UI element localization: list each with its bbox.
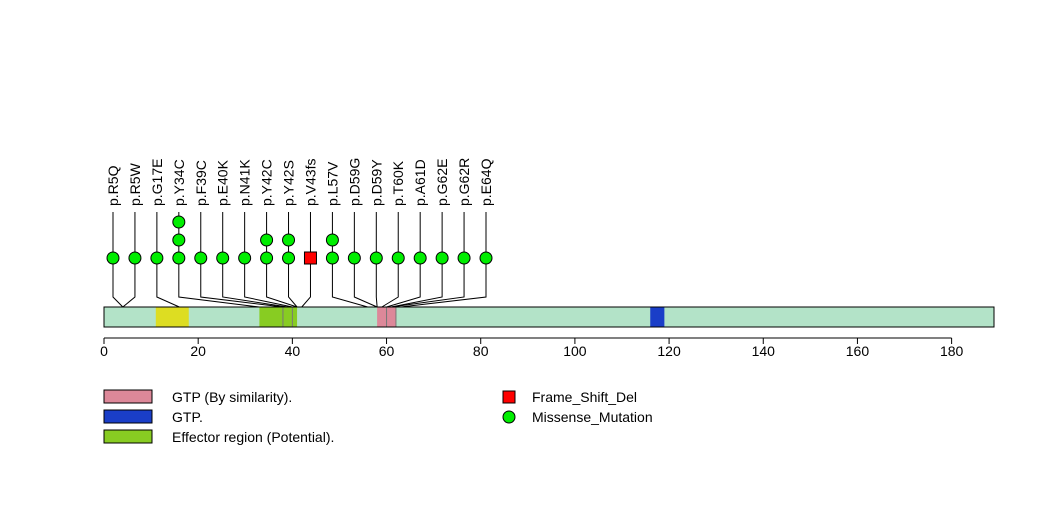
legend-marker-1 (502, 410, 516, 424)
legend-label-0: GTP (By similarity). (172, 389, 292, 405)
x-tick-label-180: 180 (940, 343, 964, 359)
mutation-label-p.F39C: p.F39C (193, 160, 209, 206)
mutation-label-p.R5W: p.R5W (127, 162, 143, 206)
x-tick-label-40: 40 (285, 343, 301, 359)
mutation-markers (106, 215, 493, 265)
x-tick-label-0: 0 (100, 343, 108, 359)
x-axis: 0 20 40 60 80 100 120 140 160 180 (100, 337, 964, 359)
mutation-label-p.V43fs: p.V43fs (302, 159, 318, 206)
mutation-label-p.Y42S: p.Y42S (281, 160, 297, 206)
marker-p.Y42S-0 (282, 251, 296, 265)
mutation-labels: p.R5Q p.R5W p.G17E p.Y34C p.F39C p.E40K p.N41K… (105, 158, 494, 206)
connector-p.Y42C (266, 258, 298, 308)
x-tick-label-100: 100 (563, 343, 587, 359)
mutation-label-p.E40K: p.E40K (215, 159, 231, 206)
lollipop-stems (112, 212, 487, 258)
connector-lines (112, 258, 487, 308)
mutation-label-p.D59G: p.D59G (346, 158, 362, 206)
marker-p.R5Q-0 (106, 251, 120, 265)
mutation-label-p.A61D: p.A61D (412, 159, 428, 206)
marker-p.Y42C-1 (260, 233, 274, 247)
mutation-label-p.G62E: p.G62E (434, 159, 450, 206)
connector-p.L57V (331, 258, 368, 308)
connector-p.D59Y (375, 258, 378, 308)
legend: GTP (By similarity). GTP. Effector region … (103, 389, 653, 445)
marker-p.A61D-0 (413, 251, 427, 265)
mutation-label-p.N41K: p.N41K (237, 159, 253, 206)
marker-p.G62R-0 (457, 251, 471, 265)
connector-p.G62R (391, 258, 465, 308)
legend-swatch-2 (103, 429, 153, 444)
legend-type-label-0: Frame_Shift_Del (532, 389, 637, 405)
marker-p.L57V-1 (325, 233, 339, 247)
x-tick-label-140: 140 (752, 343, 776, 359)
x-tick-label-60: 60 (379, 343, 395, 359)
marker-p.D59Y-0 (369, 251, 383, 265)
x-tick-label-160: 160 (846, 343, 870, 359)
legend-marker-0 (502, 390, 516, 404)
connector-p.D59G (353, 258, 378, 308)
mutation-label-p.G17E: p.G17E (149, 159, 165, 206)
mutation-label-p.D59Y: p.D59Y (368, 159, 384, 206)
legend-swatch-1 (103, 409, 153, 424)
legend-label-2: Effector region (Potential). (172, 429, 334, 445)
marker-p.E40K-0 (216, 251, 230, 265)
connector-p.A61D (386, 258, 421, 308)
x-tick-label-20: 20 (190, 343, 206, 359)
marker-p.Y42C-0 (260, 251, 274, 265)
connector-p.R5W (122, 258, 136, 308)
region-1 (259, 307, 298, 327)
connector-p.E40K (222, 258, 288, 308)
marker-p.E64Q-0 (479, 251, 493, 265)
marker-p.Y34C-1 (172, 233, 186, 247)
mutation-label-p.Y34C: p.Y34C (171, 159, 187, 206)
mutation-label-p.E64Q: p.E64Q (478, 158, 494, 206)
connector-p.V43fs (301, 258, 311, 308)
marker-p.G17E-0 (150, 251, 164, 265)
mutation-label-p.G62R: p.G62R (456, 158, 472, 206)
marker-p.Y34C-0 (172, 251, 186, 265)
mutation-label-p.Y42C: p.Y42C (259, 159, 275, 206)
marker-p.G62E-0 (435, 251, 449, 265)
marker-p.D59G-0 (347, 251, 361, 265)
x-tick-label-120: 120 (657, 343, 681, 359)
marker-p.T60K-0 (391, 251, 405, 265)
mutation-label-p.T60K: p.T60K (390, 160, 406, 206)
marker-p.Y42S-1 (282, 233, 296, 247)
region-0 (155, 307, 189, 327)
mutation-label-p.R5Q: p.R5Q (105, 165, 121, 206)
connector-p.E64Q (400, 258, 487, 308)
connector-p.F39C (200, 258, 284, 308)
connector-p.G62E (391, 258, 443, 308)
mutation-label-p.L57V: p.L57V (324, 161, 340, 206)
connector-p.Y42S (288, 258, 298, 308)
region-3 (650, 307, 665, 327)
connector-p.T60K (381, 258, 399, 308)
marker-p.N41K-0 (238, 251, 252, 265)
connector-p.G17E (156, 258, 180, 308)
marker-p.V43fs-0 (303, 251, 317, 265)
marker-p.Y34C-2 (172, 215, 186, 229)
legend-swatch-0 (103, 389, 153, 404)
connector-p.N41K (244, 258, 293, 308)
connector-p.Y34C (178, 258, 260, 308)
legend-type-label-1: Missense_Mutation (532, 409, 653, 425)
marker-p.R5W-0 (128, 251, 142, 265)
x-tick-label-80: 80 (473, 343, 489, 359)
protein-backbone-group (103, 306, 995, 328)
legend-label-1: GTP. (172, 409, 203, 425)
marker-p.F39C-0 (194, 251, 208, 265)
marker-p.L57V-0 (325, 251, 339, 265)
protein-backbone (104, 307, 994, 327)
protein-backbone-outline (103, 306, 995, 328)
connector-p.R5Q (112, 258, 124, 308)
